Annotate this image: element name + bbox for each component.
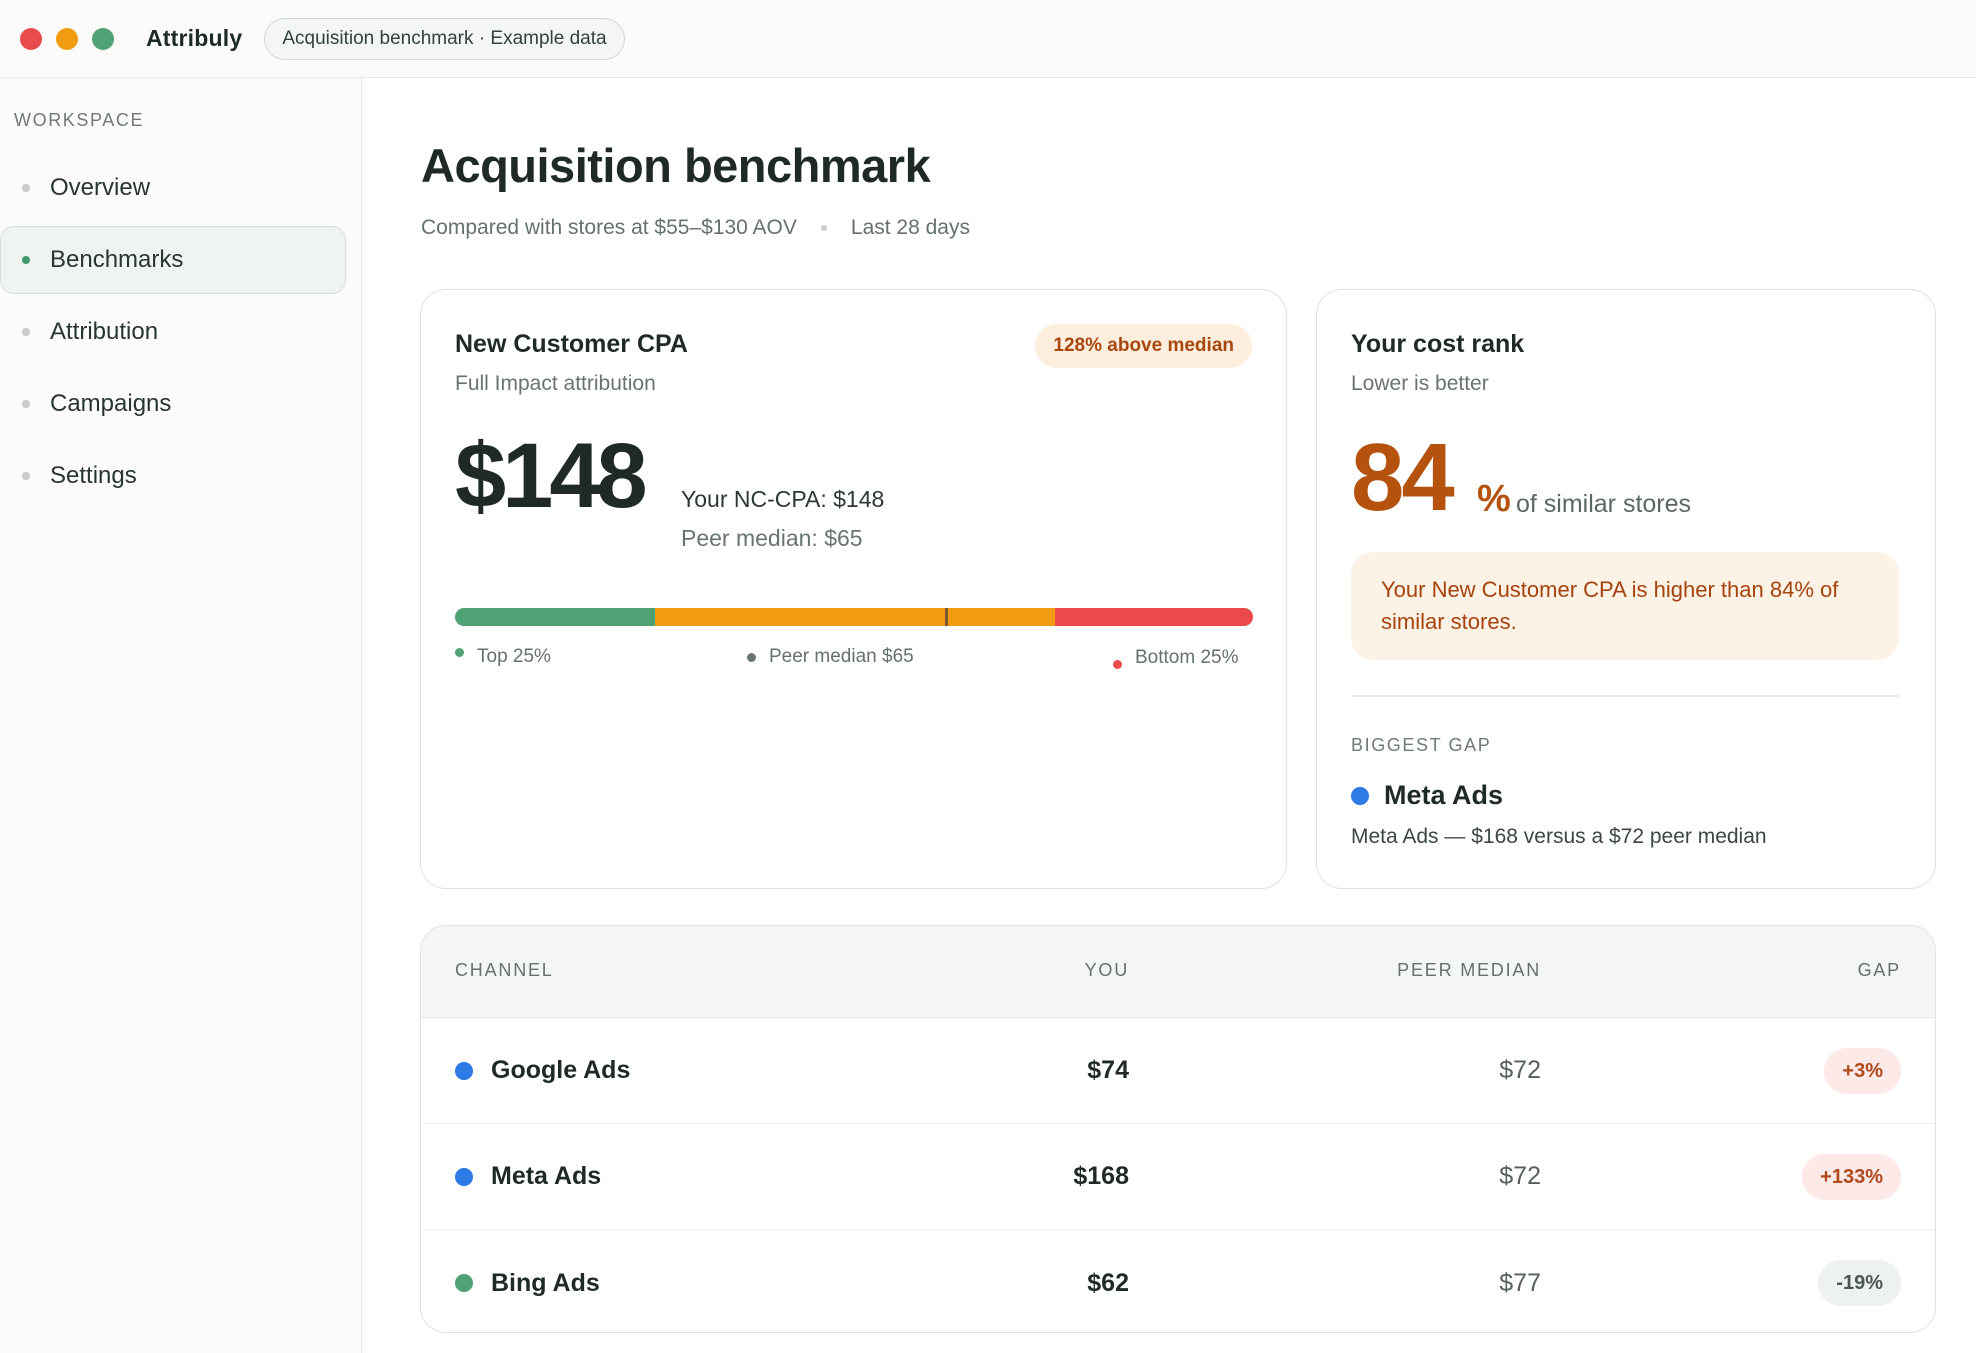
legend-bottom: Bottom 25% <box>1113 646 1239 669</box>
legend-dot-icon <box>455 647 464 657</box>
cpa-card: New Customer CPA Full Impact attribution… <box>420 289 1287 889</box>
page-subtitle: Compared with stores at $55–$130 AOV Las… <box>421 216 970 240</box>
context-tag: Acquisition benchmark · Example data <box>264 17 625 60</box>
sidebar-item-label: Settings <box>50 462 137 489</box>
cpa-card-title: New Customer CPA <box>455 330 688 358</box>
sidebar-heading: WORKSPACE <box>14 110 145 130</box>
page-title: Acquisition benchmark <box>421 139 931 192</box>
biggest-gap-detail: Meta Ads — $168 versus a $72 peer median <box>1351 825 1767 848</box>
minimize-window-button[interactable] <box>56 27 78 50</box>
you-value: $62 <box>1087 1268 1129 1297</box>
table-row[interactable]: Bing Ads $62 $77 -19% <box>421 1230 1935 1332</box>
channel-name: Bing Ads <box>491 1268 600 1297</box>
bar-segment-top <box>455 608 655 626</box>
nav-bullet-icon <box>22 400 30 408</box>
separator-dot-icon <box>820 225 827 231</box>
channel-dot-icon <box>455 1167 473 1186</box>
peer-value: $72 <box>1499 1056 1541 1084</box>
gap-badge: -19% <box>1818 1260 1901 1306</box>
channel-cell: Bing Ads <box>455 1230 600 1332</box>
gap-badge: +133% <box>1802 1154 1901 1200</box>
sidebar-item-label: Campaigns <box>50 390 172 417</box>
rank-value: 84 <box>1351 424 1455 531</box>
sidebar-item-label: Overview <box>50 174 151 201</box>
sidebar-item-label: Attribution <box>50 318 159 345</box>
legend-dot-icon <box>747 652 756 662</box>
rank-card-subtitle: Lower is better <box>1351 372 1489 395</box>
divider <box>1351 695 1899 697</box>
period-text: Last 28 days <box>850 216 970 239</box>
legend-top: Top 25% <box>455 646 551 668</box>
window-controls <box>20 27 128 50</box>
column-header-channel: CHANNEL <box>455 960 554 980</box>
channel-name: Meta Ads <box>491 1162 602 1190</box>
legend-dot-icon <box>1113 660 1122 669</box>
legend-median: Peer median $65 <box>747 646 914 668</box>
channel-dot-icon <box>455 1274 473 1292</box>
sidebar-item-campaigns[interactable]: Campaigns <box>0 370 346 438</box>
close-window-button[interactable] <box>20 27 42 50</box>
comparison-text: Compared with stores at $55–$130 AOV <box>421 216 797 239</box>
cost-rank-card: Your cost rank Lower is better 84 % of s… <box>1316 289 1936 889</box>
nav-bullet-icon <box>22 328 30 336</box>
cpa-card-subtitle: Full Impact attribution <box>455 372 656 395</box>
rank-callout: Your New Customer CPA is higher than 84%… <box>1351 552 1899 660</box>
app-brand: Attribuly <box>146 25 243 51</box>
legend-top-label: Top 25% <box>477 646 551 667</box>
nav-bullet-icon <box>22 184 30 192</box>
channel-cell: Google Ads <box>455 1018 630 1123</box>
column-header-gap: GAP <box>1857 960 1901 980</box>
maximize-window-button[interactable] <box>92 27 114 50</box>
legend-median-label: Peer median $65 <box>769 646 914 667</box>
channel-dot-icon <box>455 1061 473 1080</box>
table-row[interactable]: Meta Ads $168 $72 +133% <box>421 1124 1935 1230</box>
cpa-value: $148 <box>455 425 648 527</box>
rank-card-title: Your cost rank <box>1351 330 1525 358</box>
channel-table: CHANNEL YOU PEER MEDIAN GAP Google Ads $… <box>420 925 1936 1333</box>
sidebar-item-label: Benchmarks <box>50 246 184 273</box>
sidebar-item-overview[interactable]: Overview <box>0 154 346 222</box>
you-value: $168 <box>1073 1162 1129 1190</box>
channel-name: Google Ads <box>491 1056 631 1084</box>
nav-bullet-icon <box>22 472 30 480</box>
bar-segment-mid <box>655 608 1055 626</box>
your-position-marker <box>945 608 948 626</box>
percentile-bar <box>455 608 1253 626</box>
biggest-gap-heading: BIGGEST GAP <box>1351 735 1492 755</box>
legend-bottom-label: Bottom 25% <box>1135 646 1239 668</box>
table-header: CHANNEL YOU PEER MEDIAN GAP <box>421 926 1935 1018</box>
sidebar-item-settings[interactable]: Settings <box>0 442 346 510</box>
you-value: $74 <box>1087 1056 1129 1084</box>
biggest-gap-channel-name: Meta Ads <box>1384 780 1504 810</box>
sidebar-item-benchmarks[interactable]: Benchmarks <box>0 226 346 294</box>
peer-median-text: Peer median: $65 <box>681 525 863 551</box>
your-cpa-text: Your NC-CPA: $148 <box>681 486 885 512</box>
nav-bullet-icon <box>22 256 30 264</box>
biggest-gap-channel: Meta Ads <box>1351 780 1503 811</box>
column-header-peer: PEER MEDIAN <box>1397 960 1541 980</box>
rank-unit: % <box>1477 478 1511 520</box>
peer-value: $77 <box>1499 1268 1541 1297</box>
column-header-you: YOU <box>1084 960 1129 980</box>
channel-dot-icon <box>1351 786 1369 805</box>
table-row[interactable]: Google Ads $74 $72 +3% <box>421 1018 1935 1124</box>
rank-suffix: of similar stores <box>1516 490 1692 518</box>
gap-badge: +3% <box>1824 1048 1901 1094</box>
above-median-badge: 128% above median <box>1035 324 1252 368</box>
title-bar: Attribuly Acquisition benchmark · Exampl… <box>0 0 1976 78</box>
sidebar-item-attribution[interactable]: Attribution <box>0 298 346 366</box>
peer-value: $72 <box>1499 1162 1541 1190</box>
channel-cell: Meta Ads <box>455 1124 601 1229</box>
sidebar: WORKSPACE Overview Benchmarks Attributio… <box>0 78 362 1353</box>
bar-segment-bottom <box>1055 608 1253 626</box>
